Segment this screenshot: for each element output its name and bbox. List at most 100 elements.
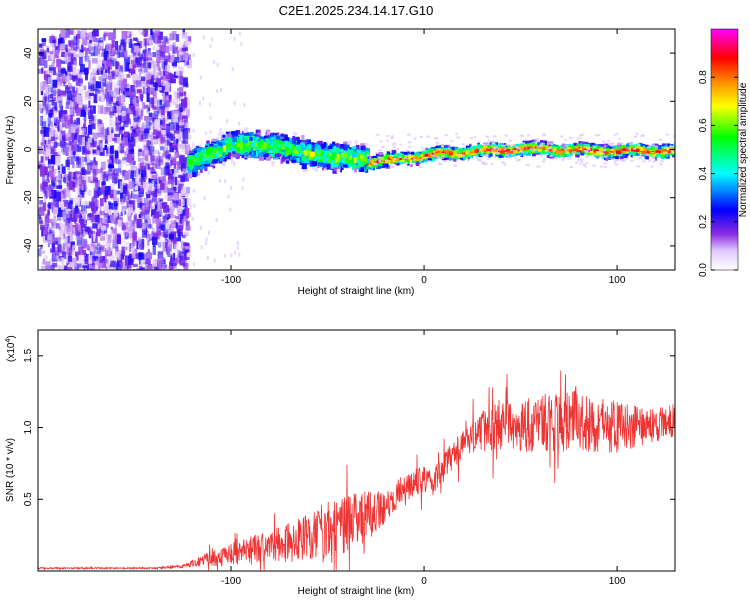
heatmap-cell	[179, 72, 183, 78]
heatmap-cell	[165, 241, 168, 248]
heatmap-cell	[110, 96, 113, 102]
heatmap-cell	[45, 218, 52, 224]
heatmap-cell	[90, 46, 94, 51]
heatmap-cell	[202, 35, 205, 40]
heatmap-cell	[206, 140, 210, 147]
heatmap-cell	[146, 139, 150, 148]
heatmap-cell	[83, 214, 86, 224]
heatmap-cell	[73, 171, 77, 179]
heatmap-cell	[316, 164, 320, 169]
heatmap-cell	[67, 232, 73, 241]
heatmap-cell	[119, 73, 125, 84]
heatmap-cell	[62, 57, 67, 62]
heatmap-cell	[222, 134, 226, 138]
heatmap-cell	[75, 34, 80, 40]
heatmap-cell	[199, 143, 202, 148]
heatmap-cell	[147, 71, 153, 77]
heatmap-cell	[128, 204, 134, 209]
heatmap-cell	[249, 136, 253, 141]
heatmap-cell	[76, 163, 82, 168]
heatmap-cell	[133, 45, 140, 53]
heatmap-cell	[78, 52, 85, 58]
heatmap-cell	[92, 168, 97, 178]
heatmap-cell	[296, 141, 301, 144]
heatmap-cell	[61, 118, 66, 127]
heatmap-cell	[69, 245, 73, 252]
heatmap-cell	[249, 132, 253, 138]
heatmap-cell	[182, 51, 189, 61]
heatmap-cell	[173, 252, 176, 263]
heatmap-cell	[272, 151, 278, 156]
heatmap-cell	[94, 265, 101, 270]
heatmap-cell	[339, 164, 344, 171]
heatmap-cell	[88, 100, 91, 109]
heatmap-cell	[177, 110, 183, 120]
heatmap-cell	[61, 189, 66, 199]
heatmap-cell	[131, 189, 134, 194]
heatmap-cell	[276, 144, 281, 151]
heatmap-cell	[156, 78, 160, 82]
heatmap-cell	[57, 251, 61, 259]
heatmap-cell	[138, 252, 144, 260]
heatmap-cell	[175, 92, 180, 101]
heatmap-cell	[186, 212, 192, 217]
heatmap-cell	[52, 109, 57, 116]
heatmap-cell	[265, 148, 269, 152]
heatmap-cell	[176, 50, 180, 58]
heatmap-cell	[165, 162, 170, 170]
heatmap-cell	[158, 218, 162, 227]
heatmap-cell	[164, 82, 170, 92]
heatmap-cell	[99, 246, 104, 250]
heatmap-cell	[173, 139, 179, 147]
heatmap-cell	[354, 140, 358, 147]
heatmap-cell	[266, 129, 271, 133]
heatmap-cell	[71, 75, 78, 80]
heatmap-cell	[184, 248, 190, 255]
spectrogram-cells	[38, 29, 675, 270]
heatmap-cell	[312, 150, 318, 155]
heatmap-cell	[119, 146, 122, 153]
heatmap-cell	[116, 159, 121, 165]
heatmap-cell	[164, 142, 167, 152]
heatmap-cell	[147, 214, 152, 225]
heatmap-cell	[62, 210, 68, 220]
heatmap-cell	[101, 269, 108, 270]
heatmap-cell	[38, 248, 42, 257]
heatmap-cell	[186, 225, 192, 231]
heatmap-cell	[209, 157, 212, 162]
heatmap-cell	[83, 116, 87, 121]
heatmap-cell	[220, 87, 223, 92]
heatmap-cell	[55, 219, 58, 225]
heatmap-cell	[45, 140, 51, 145]
heatmap-cell	[50, 40, 55, 47]
heatmap-cell	[123, 41, 127, 51]
heatmap-cell	[108, 169, 113, 178]
heatmap-cell	[74, 251, 80, 257]
heatmap-cell	[179, 222, 184, 229]
heatmap-cell	[57, 67, 61, 73]
heatmap-cell	[127, 106, 130, 114]
heatmap-cell	[41, 186, 45, 190]
heatmap-cell	[127, 207, 134, 213]
heatmap-cell	[49, 248, 56, 253]
heatmap-cell	[199, 225, 202, 230]
heatmap-cell	[111, 228, 117, 234]
heatmap-cell	[101, 90, 104, 96]
heatmap-cell	[151, 184, 155, 191]
heatmap-cell	[175, 98, 180, 103]
heatmap-cell	[151, 162, 157, 168]
heatmap-cell	[58, 38, 63, 46]
heatmap-cell	[55, 240, 58, 244]
heatmap-cell	[197, 164, 204, 167]
heatmap-cell	[298, 154, 304, 159]
heatmap-cell	[173, 123, 178, 130]
heatmap-cell	[44, 255, 48, 259]
heatmap-cell	[113, 101, 116, 109]
heatmap-cell	[134, 185, 138, 190]
heatmap-cell	[142, 86, 146, 94]
heatmap-cell	[103, 256, 106, 263]
heatmap-cell	[88, 230, 93, 237]
heatmap-cell	[61, 251, 67, 260]
heatmap-cell	[170, 110, 174, 115]
heatmap-cell	[201, 150, 205, 156]
